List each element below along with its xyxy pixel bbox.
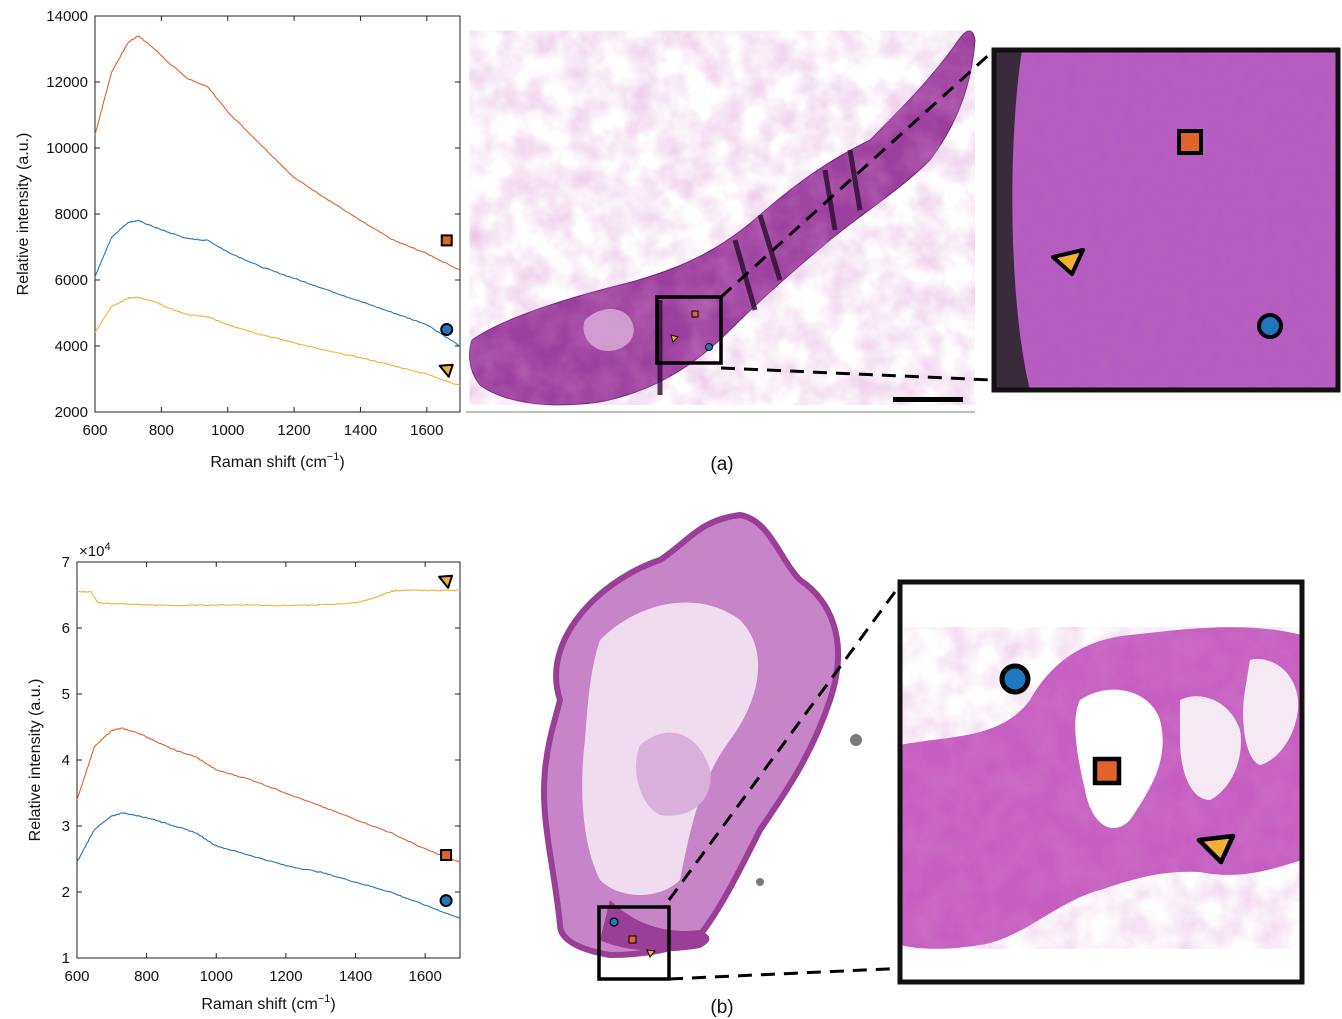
zoom-leader-a1 <box>719 50 994 299</box>
circle-marker-small-a <box>705 343 713 351</box>
y-exponent-label: ×104 <box>79 541 111 560</box>
x-tick-label: 600 <box>64 968 89 985</box>
series-line-square <box>94 35 461 271</box>
series-line-circle <box>94 219 461 347</box>
tissue-image-b <box>541 511 862 981</box>
y-tick-label: 2 <box>62 884 70 901</box>
circle-marker-zoom-b <box>999 663 1031 695</box>
circle-legend-marker <box>440 323 454 336</box>
x-tick-label: 1000 <box>211 422 244 439</box>
series-line-triangle <box>77 589 461 607</box>
series-line-circle <box>76 812 461 919</box>
zoom-leader-b2 <box>668 966 909 981</box>
circle-marker-small-b <box>609 917 619 927</box>
y-tick-label: 2000 <box>55 404 88 421</box>
triangle-marker-small-b <box>646 949 656 958</box>
square-marker-small-b <box>628 935 637 944</box>
plot-frame <box>76 561 461 959</box>
y-tick-label: 6 <box>62 620 70 637</box>
roi-box-a <box>655 295 723 365</box>
x-tick-label: 800 <box>134 968 159 985</box>
x-tick-label: 1200 <box>269 968 302 985</box>
square-legend-marker <box>440 234 453 247</box>
triangle-marker-zoom-b <box>1196 833 1236 865</box>
zoom-image-a <box>994 50 1338 390</box>
series-line-square <box>76 727 461 863</box>
x-tick-label: 1600 <box>410 422 443 439</box>
x-tick-label: 1000 <box>200 968 233 985</box>
caption-b: (b) <box>710 997 733 1018</box>
square-marker-small-a <box>691 310 699 318</box>
roi-box-b <box>597 905 671 981</box>
y-tick-label: 12000 <box>46 74 88 91</box>
zoom-frame-a <box>991 47 1341 393</box>
y-axis-label: Relative intensity (a.u.) <box>27 679 44 842</box>
tissue-image-a <box>466 30 976 413</box>
zoom-leader-a2 <box>720 366 993 382</box>
y-axis-label: Relative intensity (a.u.) <box>15 133 32 296</box>
x-axis-label: Raman shift (cm−1) <box>201 993 335 1013</box>
triangle-marker-zoom-a <box>1051 248 1085 276</box>
square-marker-zoom-b <box>1092 756 1122 786</box>
x-tick-label: 1600 <box>408 968 441 985</box>
y-tick-label: 4000 <box>55 338 88 355</box>
y-tick-label: 4 <box>62 752 70 769</box>
triangle-marker-small-a <box>670 334 679 343</box>
triangle-legend-marker <box>438 574 454 589</box>
circle-marker-zoom-a <box>1257 313 1283 339</box>
scale-bar <box>893 397 963 402</box>
series-line-triangle <box>94 296 461 387</box>
x-tick-label: 800 <box>149 422 174 439</box>
y-tick-label: 10000 <box>46 140 88 157</box>
square-marker-zoom-a <box>1177 129 1203 155</box>
y-tick-label: 7 <box>62 554 70 571</box>
plot-frame <box>94 15 461 413</box>
spectrum-chart-b: 600 800 1000 1200 1400 1600 1 2 3 4 5 6 7 Raman shift… <box>27 541 461 1013</box>
x-tick-label: 1400 <box>344 422 377 439</box>
y-tick-label: 5 <box>62 686 70 703</box>
zoom-frame-b <box>897 579 1305 985</box>
x-tick-label: 1400 <box>339 968 372 985</box>
y-tick-label: 8000 <box>55 206 88 223</box>
y-tick-label: 6000 <box>55 272 88 289</box>
y-tick-label: 3 <box>62 818 70 835</box>
x-tick-label: 1200 <box>277 422 310 439</box>
spectrum-chart-a: 600 800 1000 1200 1400 1600 2000 4000 6000 8000 10… <box>15 8 461 471</box>
circle-legend-marker <box>439 894 453 908</box>
square-legend-marker <box>440 849 453 862</box>
x-axis-label: Raman shift (cm−1) <box>210 451 344 471</box>
y-tick-label: 1 <box>62 950 70 967</box>
zoom-leader-b1 <box>667 584 902 901</box>
triangle-legend-marker <box>438 363 454 378</box>
caption-a: (a) <box>710 454 733 475</box>
x-tick-label: 600 <box>82 422 107 439</box>
y-tick-label: 14000 <box>46 8 88 25</box>
